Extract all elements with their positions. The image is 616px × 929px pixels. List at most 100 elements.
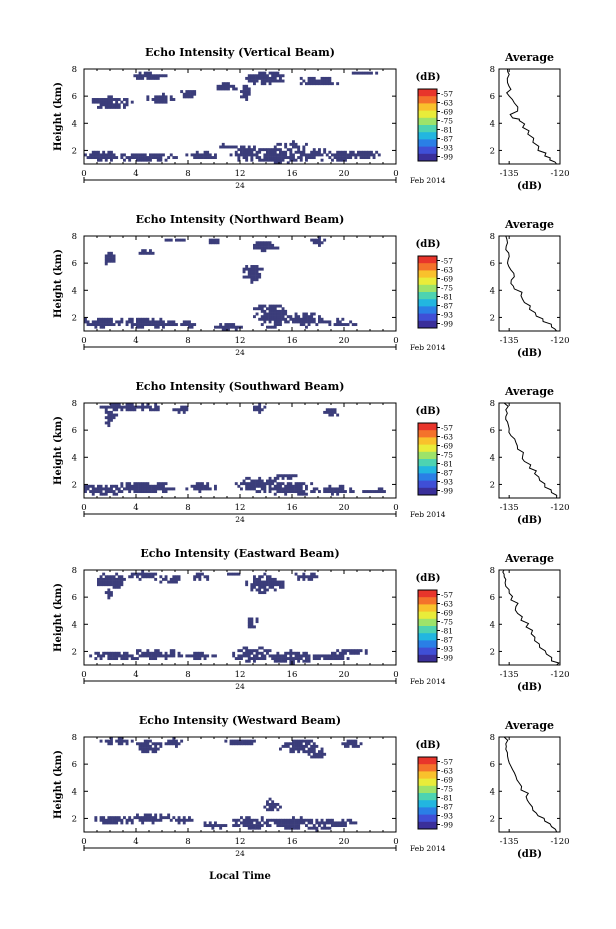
echo-cell bbox=[138, 484, 142, 488]
echo-cell bbox=[273, 805, 277, 809]
echo-cell bbox=[214, 654, 217, 658]
echo-cell bbox=[273, 156, 277, 160]
y-axis-label: Height (km) bbox=[53, 249, 64, 318]
echo-cell bbox=[120, 580, 124, 584]
echo-cell bbox=[120, 482, 124, 486]
heatmap bbox=[89, 570, 368, 666]
echo-cell bbox=[263, 243, 267, 247]
echo-cell bbox=[99, 105, 103, 109]
colorbar-tick-label: -57 bbox=[441, 758, 453, 767]
echo-cell bbox=[198, 577, 202, 581]
colorbar-tick-label: -57 bbox=[441, 90, 453, 99]
echo-cell bbox=[318, 824, 321, 828]
echo-cell bbox=[102, 487, 106, 491]
echo-cell bbox=[112, 657, 116, 661]
echo-cell bbox=[307, 654, 311, 658]
echo-cell bbox=[325, 818, 329, 822]
echo-cell bbox=[364, 156, 368, 160]
echo-cell bbox=[149, 405, 152, 409]
echo-cell bbox=[364, 651, 368, 655]
echo-cell bbox=[86, 320, 90, 324]
echo-cell bbox=[364, 71, 368, 75]
echo-cell bbox=[253, 659, 256, 663]
echo-cell bbox=[357, 150, 360, 154]
echo-cell bbox=[180, 739, 184, 743]
colorbar-tick-label: -75 bbox=[441, 117, 453, 126]
echo-cell bbox=[146, 158, 150, 162]
echo-cell bbox=[115, 487, 119, 491]
echo-cell bbox=[240, 657, 243, 661]
colorbar-tick-label: -63 bbox=[441, 767, 453, 776]
echo-cell bbox=[338, 156, 342, 160]
echo-cell bbox=[255, 408, 259, 412]
echo-cell bbox=[299, 153, 303, 157]
echo-cell bbox=[123, 577, 126, 581]
echo-cell bbox=[115, 156, 119, 160]
colorbar-swatch bbox=[418, 640, 437, 648]
echo-cell bbox=[206, 575, 210, 579]
echo-cell bbox=[146, 98, 150, 101]
echo-cell bbox=[141, 408, 145, 412]
echo-cell bbox=[341, 818, 345, 822]
echo-cell bbox=[193, 657, 197, 661]
echo-cell bbox=[110, 153, 113, 157]
echo-cell bbox=[125, 403, 129, 406]
echo-cell bbox=[91, 156, 95, 160]
echo-cell bbox=[253, 82, 256, 86]
echo-cell bbox=[104, 410, 108, 414]
echo-cell bbox=[193, 92, 197, 96]
echo-cell bbox=[159, 74, 163, 78]
echo-cell bbox=[302, 651, 306, 655]
echo-cell bbox=[237, 572, 241, 576]
echo-cell bbox=[331, 818, 334, 822]
echo-cell bbox=[302, 659, 306, 663]
echo-cell bbox=[120, 408, 124, 412]
echo-cell bbox=[289, 487, 293, 491]
echo-cell bbox=[149, 74, 152, 78]
x-tick-label: 0 bbox=[393, 336, 398, 346]
echo-cell bbox=[125, 100, 129, 104]
echo-cell bbox=[354, 71, 358, 75]
echo-cell bbox=[255, 156, 259, 160]
echo-cell bbox=[190, 153, 194, 157]
echo-cell bbox=[120, 737, 124, 740]
echo-cell bbox=[130, 100, 134, 104]
echo-cell bbox=[305, 739, 308, 743]
echo-cell bbox=[117, 654, 121, 658]
y-tick-label: 2 bbox=[72, 480, 77, 490]
echo-cell bbox=[292, 821, 295, 825]
echo-cell bbox=[351, 821, 355, 825]
echo-cell bbox=[286, 161, 290, 165]
echo-cell bbox=[299, 490, 303, 494]
echo-cell bbox=[138, 76, 142, 80]
echo-cell bbox=[299, 575, 303, 579]
echo-cell bbox=[344, 744, 347, 748]
echo-cell bbox=[305, 492, 308, 496]
colorbar-tick-label: -87 bbox=[441, 135, 453, 144]
echo-cell bbox=[198, 651, 202, 655]
echo-cell bbox=[268, 575, 272, 579]
echo-cell bbox=[315, 752, 319, 756]
avg-x-label: (dB) bbox=[517, 348, 542, 359]
echo-cell bbox=[286, 742, 290, 746]
echo-cell bbox=[364, 150, 368, 154]
echo-cell bbox=[141, 487, 145, 491]
colorbar-swatch bbox=[418, 626, 437, 634]
avg-y-tick-label: 4 bbox=[490, 286, 495, 296]
echo-cell bbox=[172, 98, 176, 101]
echo-cell bbox=[307, 320, 311, 324]
echo-cell bbox=[245, 649, 249, 653]
echo-cell bbox=[120, 657, 124, 661]
echo-cell bbox=[341, 153, 345, 157]
echo-cell bbox=[271, 309, 275, 313]
echo-cell bbox=[146, 654, 150, 658]
colorbar-swatch bbox=[418, 430, 437, 438]
echo-cell bbox=[286, 744, 290, 748]
echo-cell bbox=[276, 490, 280, 494]
echo-cell bbox=[242, 84, 246, 88]
echo-cell bbox=[349, 490, 353, 494]
echo-cell bbox=[227, 325, 230, 329]
echo-cell bbox=[318, 654, 321, 658]
colorbar-tick-label: -87 bbox=[441, 636, 453, 645]
echo-cell bbox=[107, 588, 111, 592]
